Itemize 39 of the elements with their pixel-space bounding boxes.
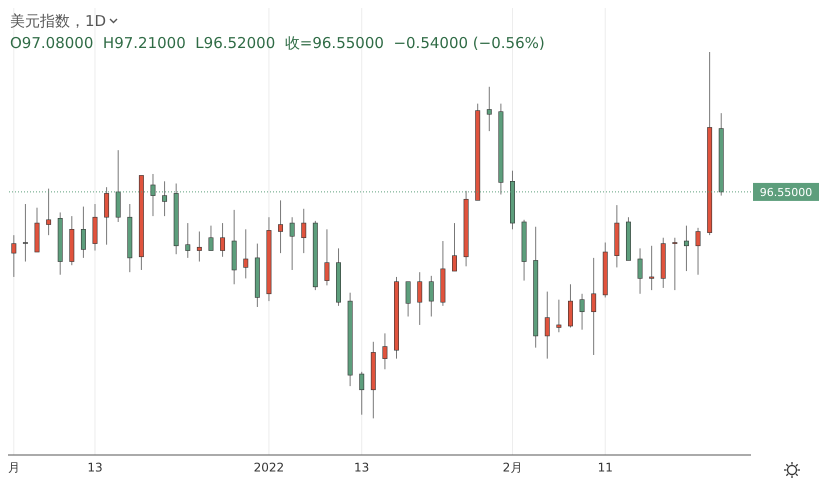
x-tick-label: 13 — [87, 460, 103, 475]
candlestick — [22, 204, 28, 262]
candlestick — [544, 291, 550, 360]
candlestick — [486, 86, 492, 132]
candlestick — [104, 186, 110, 246]
candlestick — [359, 371, 364, 416]
candlestick — [684, 225, 689, 272]
chart-title: 美元指数，1D — [10, 11, 106, 32]
candlestick — [243, 228, 248, 279]
text: 96.55000 — [760, 186, 812, 199]
candlestick — [580, 293, 585, 330]
candlestick — [278, 200, 284, 254]
candlestick — [46, 188, 52, 236]
x-tick-label: 13 — [354, 460, 370, 475]
candlestick — [452, 222, 457, 272]
candlestick — [80, 206, 86, 258]
x-tick-label: 11 — [598, 460, 613, 475]
candlestick — [406, 281, 411, 318]
candlestick — [672, 237, 678, 291]
candlestick — [301, 208, 306, 254]
candlestick — [696, 227, 700, 276]
chart-subtitle: O97.08000 H97.21000 L96.52000 收=96.55000 −0.54000 (−0.56%) — [10, 33, 545, 54]
candlestick — [649, 245, 654, 291]
x-tick-label: 月 — [8, 460, 20, 475]
candlestick — [324, 228, 330, 286]
x-tick-label: 2月 — [502, 460, 522, 475]
candlestick — [185, 222, 190, 258]
candlestick — [428, 275, 434, 318]
candlestick — [196, 231, 202, 262]
candlestick — [591, 257, 596, 356]
candlestick — [11, 234, 16, 278]
candlestick — [382, 332, 388, 370]
x-tick-label: 2022 — [254, 460, 284, 475]
candlestick — [290, 216, 295, 270]
candlestick — [417, 272, 422, 326]
candlestick — [220, 222, 226, 258]
candlestick — [556, 299, 562, 333]
candlestick — [208, 225, 214, 252]
candlestick — [638, 248, 643, 294]
